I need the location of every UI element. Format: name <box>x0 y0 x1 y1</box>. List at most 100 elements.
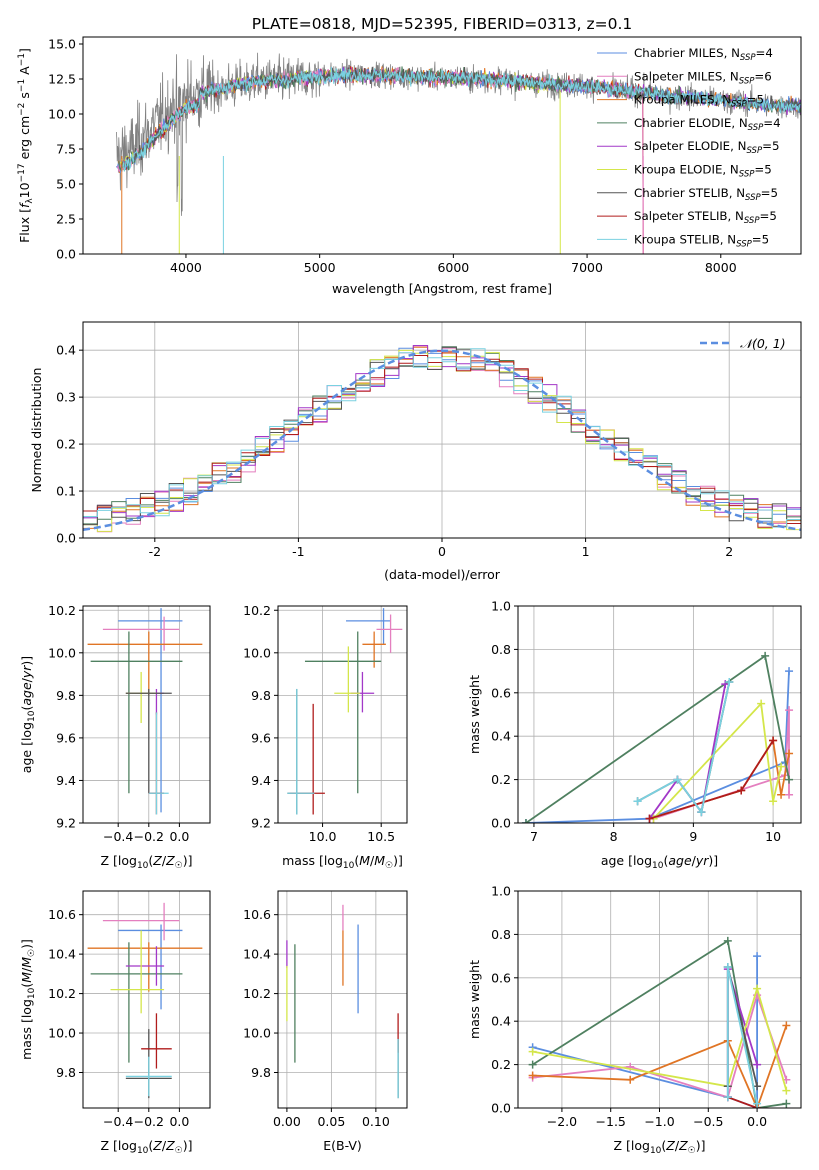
axes-frame <box>277 890 408 1109</box>
y-tick-label: 10.0 <box>48 645 76 660</box>
data-point-marker <box>777 790 786 799</box>
data-point-marker <box>528 1047 537 1056</box>
x-tick-label: −2.0 <box>547 1114 577 1129</box>
data-point-marker <box>528 1071 537 1080</box>
legend-label: 𝒩(0, 1) <box>740 336 786 351</box>
y-tick-label: 1.0 <box>491 884 511 899</box>
x-tick-label: 0.05 <box>317 1114 345 1129</box>
data-point-marker <box>753 1082 762 1091</box>
x-tick-label: 4000 <box>170 260 202 275</box>
x-tick-label: 10.5 <box>367 829 395 844</box>
y-tick-label: 10.6 <box>48 907 76 922</box>
legend-label: Kroupa MILES, NSSP=5 <box>634 93 764 110</box>
y-tick-label: 9.4 <box>251 773 271 788</box>
mass_vs_ebv-frame: 0.00 0.05 0.10 9.8 10.0 10.2 10.4 10.6 <box>243 890 408 1129</box>
y-axis-label: mass weight <box>467 960 482 1039</box>
y-tick-label: 10.2 <box>243 603 271 618</box>
data-point-marker <box>725 677 734 686</box>
weight_vs_age-axes <box>518 605 801 824</box>
legend-label: Salpeter ELODIE, NSSP=5 <box>634 139 779 156</box>
data-point-marker <box>769 797 778 806</box>
y-tick-label: 10.2 <box>48 603 76 618</box>
model-spectrum-line <box>120 65 801 169</box>
y-tick-label: 9.8 <box>56 1065 76 1080</box>
y-tick-label: 0.0 <box>56 247 76 262</box>
data-point-marker <box>753 984 762 993</box>
x-tick-label: −1.0 <box>644 1114 674 1129</box>
mass_vs_ebv-errorbars <box>286 904 399 1099</box>
legend-label: Kroupa STELIB, NSSP=5 <box>634 232 769 249</box>
histogram-series <box>83 348 801 528</box>
residual-legend: 𝒩(0, 1) <box>700 336 786 351</box>
spectrum-lines <box>115 52 801 254</box>
y-tick-label: 5.0 <box>56 177 76 192</box>
x-tick-label: 8 <box>610 829 618 844</box>
data-point-marker <box>645 814 654 823</box>
x-tick-label: -2 <box>149 544 161 559</box>
mass-weight-line <box>525 671 790 823</box>
y-tick-label: 0.0 <box>491 1101 511 1116</box>
age_vs_mass-axes <box>278 606 407 824</box>
data-point-marker <box>785 790 794 799</box>
y-tick-label: 9.8 <box>56 688 76 703</box>
mass-weight-line <box>652 701 782 820</box>
x-tick-label: 7 <box>530 829 538 844</box>
x-tick-label: 0 <box>438 544 446 559</box>
y-tick-label: 0.0 <box>491 816 511 831</box>
y-tick-label: 1.0 <box>491 599 511 614</box>
x-tick-label: 2 <box>725 544 733 559</box>
x-tick-label: −0.4 <box>103 829 133 844</box>
spectrum-legend: Chabrier MILES, NSSP=4 Salpeter MILES, NS… <box>597 46 781 249</box>
axes-frame <box>517 605 802 824</box>
data-point-marker <box>528 1060 537 1069</box>
figure-title: PLATE=0818, MJD=52395, FIBERID=0313, z=0… <box>252 15 633 33</box>
data-point-marker <box>737 786 746 795</box>
x-tick-label: 0.0 <box>169 1114 189 1129</box>
x-tick-label: −0.2 <box>134 829 164 844</box>
data-point-marker <box>785 706 794 715</box>
data-point-marker <box>761 651 770 660</box>
x-tick-label: 7000 <box>571 260 603 275</box>
y-tick-label: 9.8 <box>251 688 271 703</box>
x-tick-label: 10.0 <box>309 829 337 844</box>
x-axis-label: wavelength [Angstrom, rest frame] <box>332 281 552 296</box>
y-tick-label: 0.1 <box>56 484 76 499</box>
x-tick-label: −0.5 <box>693 1114 723 1129</box>
data-point-marker <box>785 667 794 676</box>
y-tick-label: 0.2 <box>491 772 511 787</box>
y-axis-label: Normed distribution <box>29 368 44 493</box>
y-tick-label: 0.8 <box>491 927 511 942</box>
age_vs_Z-errorbars <box>87 608 203 815</box>
y-tick-label: 9.8 <box>251 1065 271 1080</box>
y-tick-label: 0.4 <box>56 343 76 358</box>
y-tick-label: 9.2 <box>251 816 271 831</box>
y-tick-label: 9.6 <box>251 730 271 745</box>
y-axis-label: mass [log10(M/M☉)] <box>19 939 37 1060</box>
weight_vs_age-frame: 7 8 9 10 0.0 0.2 0.4 0.6 0.8 1.0 <box>491 599 802 844</box>
y-tick-label: 10.2 <box>243 986 271 1001</box>
y-tick-label: 10.6 <box>243 907 271 922</box>
x-tick-label: −0.2 <box>134 1114 164 1129</box>
y-axis-label: mass weight <box>467 675 482 754</box>
model-spectrum-line <box>116 67 644 254</box>
legend-label: Salpeter STELIB, NSSP=5 <box>634 209 777 226</box>
y-axis-label: Flux [fλ10−17 erg cm−2 s−1 A−1] <box>17 48 35 243</box>
y-axis-label: age [log10(age/yr)] <box>19 656 37 773</box>
x-tick-label: 10 <box>765 829 781 844</box>
mass_vs_Z-axes <box>83 891 210 1108</box>
x-tick-label: 0.00 <box>273 1114 301 1129</box>
model-spectrum-line <box>122 66 801 172</box>
mass-weight-line <box>727 1096 758 1108</box>
y-tick-label: 15.0 <box>48 37 76 52</box>
data-point-marker <box>753 1099 762 1108</box>
y-tick-label: 0.2 <box>56 437 76 452</box>
data-point-marker <box>673 775 682 784</box>
axes-frame <box>82 605 211 824</box>
y-tick-label: 0.2 <box>491 1057 511 1072</box>
y-tick-label: 0.4 <box>491 729 511 744</box>
age_vs_Z-frame: −0.4 −0.2 0.0 9.2 9.4 9.6 9.8 10.0 10.2 <box>48 603 211 844</box>
y-tick-label: 10.0 <box>243 645 271 660</box>
y-tick-label: 2.5 <box>56 212 76 227</box>
legend-label: Chabrier ELODIE, NSSP=4 <box>634 116 781 133</box>
